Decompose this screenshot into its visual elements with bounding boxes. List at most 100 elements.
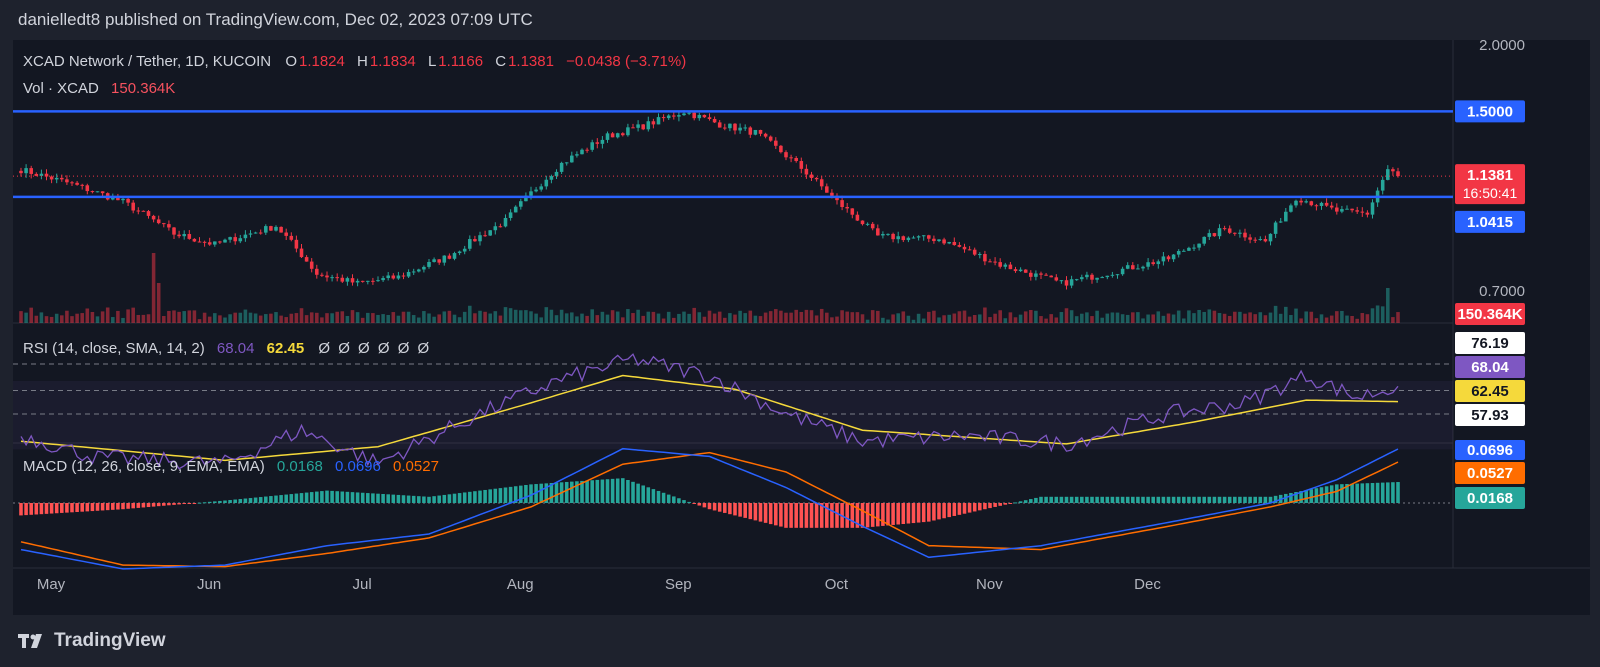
macd-histogram-bar [1034, 497, 1038, 503]
macd-histogram-bar [921, 503, 926, 523]
macd-histogram-bar [54, 503, 59, 514]
candle-body [626, 127, 630, 136]
candle-body [202, 241, 207, 243]
candle-body [636, 124, 640, 128]
macd-histogram-bar [1268, 496, 1273, 503]
macd-histogram-bar [554, 482, 559, 503]
candle-body [366, 280, 370, 282]
macd-histogram-bar [519, 485, 523, 503]
candle-body [554, 171, 559, 177]
volume-bar [462, 311, 467, 323]
volume-axis-label-bg [1455, 303, 1525, 325]
volume-bar [335, 311, 339, 323]
volume-bar [330, 313, 334, 323]
macd-histogram-bar [610, 478, 615, 503]
candle-body [1227, 228, 1232, 233]
macd-histogram-bar [957, 503, 962, 515]
macd-histogram-bar [1023, 500, 1028, 503]
candle-body [1115, 274, 1120, 276]
candle-body [921, 235, 926, 237]
macd-histogram-bar [1187, 496, 1191, 503]
macd-hist-value: 0.0168 [276, 458, 323, 475]
volume-bar [1003, 318, 1008, 323]
volume-bar [95, 316, 100, 323]
volume-bar [238, 312, 243, 323]
macd-histogram-bar [1156, 496, 1161, 503]
volume-bar [1049, 314, 1053, 323]
volume-bar [80, 313, 84, 323]
volume-bar [1345, 315, 1349, 323]
macd-histogram-bar [876, 503, 880, 527]
candle-body [360, 280, 365, 282]
volume-bar [605, 314, 610, 323]
candle-body [406, 271, 411, 277]
candle-body [1370, 202, 1375, 215]
macd-histogram-bar [105, 503, 110, 511]
macd-histogram-bar [809, 503, 814, 528]
candle-body [1340, 209, 1344, 212]
macd-histogram-bar [34, 503, 39, 515]
candle-body [1131, 265, 1135, 270]
macd-histogram-bar [116, 503, 120, 510]
volume-bar [274, 312, 278, 323]
time-axis-label: Sep [665, 576, 692, 593]
macd-histogram-bar [136, 503, 141, 508]
level-label-resistance-bg [1455, 100, 1525, 123]
chart-frame[interactable]: 2.0000 0.7000 1.5000 1.1381 16:50:41 1.0415 15… [13, 37, 1590, 615]
candle-body [1309, 201, 1314, 206]
candle-body [1238, 232, 1242, 234]
low-value: 1.1166 [438, 53, 484, 70]
macd-histogram-bar [80, 503, 84, 512]
candle-body [162, 223, 166, 225]
macd-histogram-bar [728, 503, 732, 515]
macd-histogram-bar [289, 494, 294, 503]
rsi-upper-label: 76.19 [1471, 335, 1509, 352]
macd-histogram-bar [748, 503, 753, 520]
volume-bar [1294, 308, 1298, 323]
volume-bar [661, 318, 666, 323]
candle-body [595, 142, 600, 144]
volume-bar [1074, 316, 1079, 323]
candle-body [432, 259, 436, 262]
candle-body [1365, 212, 1370, 215]
volume-bar [830, 317, 834, 323]
volume-bar [1289, 315, 1293, 323]
candle-body [437, 259, 441, 263]
volume-bar [1329, 315, 1334, 323]
macd-histogram-bar [575, 481, 579, 503]
volume-bar [197, 319, 202, 323]
macd-histogram-bar [564, 481, 569, 503]
macd-histogram-bar [850, 503, 855, 528]
volume-bar [1187, 310, 1191, 323]
macd-histogram-bar [692, 503, 696, 504]
volume-bar [702, 316, 707, 323]
macd-histogram-bar [978, 503, 982, 511]
volume-bar [1335, 311, 1339, 323]
volume-bar [483, 311, 487, 323]
volume-bar [60, 315, 64, 323]
volume-bar [116, 310, 120, 323]
macd-histogram-bar [636, 483, 640, 503]
volume-bar [100, 311, 105, 323]
candle-body [1176, 251, 1181, 255]
candle-body [728, 123, 732, 129]
candle-body [534, 189, 538, 192]
macd-histogram-bar [1171, 496, 1176, 503]
candle-body [289, 235, 294, 240]
tradingview-logo[interactable]: TradingView [18, 630, 166, 652]
macd-histogram-bar [1095, 496, 1099, 503]
candle-body [677, 115, 681, 117]
volume-bar [1207, 309, 1212, 323]
volume-bar [672, 317, 676, 323]
macd-histogram-bar [763, 503, 768, 523]
macd-histogram-bar [70, 503, 74, 513]
macd-histogram-bar [294, 493, 299, 503]
candle-body [498, 226, 503, 228]
chart-canvas[interactable]: 2.00000.70001.50001.138116:50:411.041515… [13, 37, 1590, 615]
macd-histogram-bar [228, 500, 232, 503]
macd-histogram-bar [1233, 496, 1237, 503]
macd-histogram-bar [1151, 496, 1155, 503]
volume-bar [19, 311, 23, 323]
candle-body [830, 192, 834, 196]
candle-body [544, 179, 549, 187]
